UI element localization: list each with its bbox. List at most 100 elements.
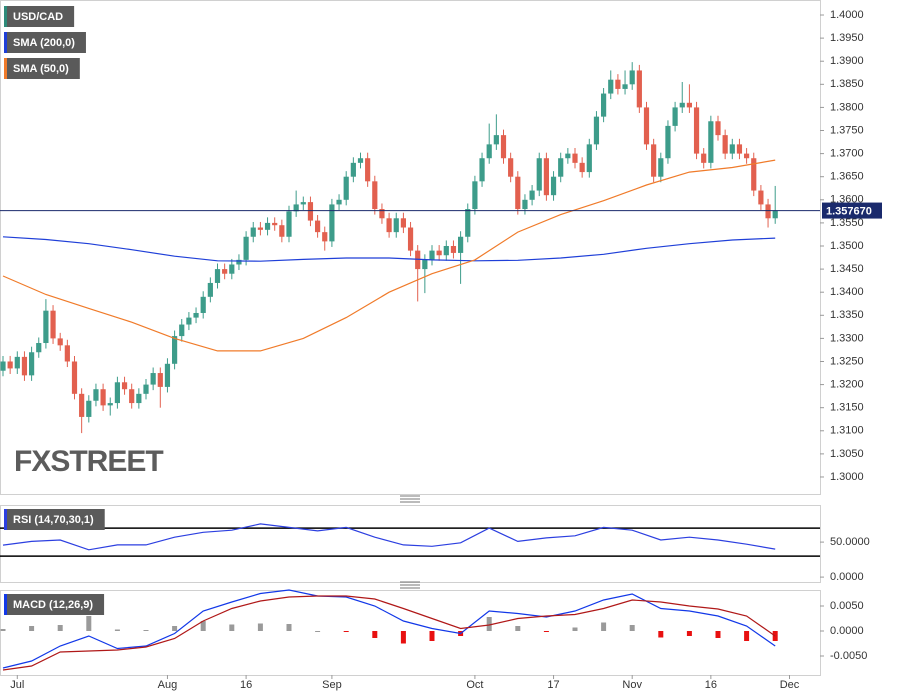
histogram-bar — [343, 631, 349, 632]
price-panel — [0, 0, 821, 495]
candle-body — [386, 218, 392, 233]
candle-body — [543, 158, 549, 196]
histogram-bar — [744, 631, 750, 641]
y-tick-label: 1.3100 — [830, 425, 864, 437]
histogram-bar — [601, 622, 607, 631]
candle-body — [701, 153, 707, 163]
panel-grip[interactable] — [400, 495, 420, 503]
legend-box — [4, 58, 80, 79]
sma-line — [2, 236, 776, 262]
candle-body — [36, 343, 42, 353]
y-tick-label: 1.3450 — [830, 263, 864, 275]
indicator-line — [2, 523, 776, 551]
candle-body — [586, 144, 592, 173]
histogram-bar — [715, 631, 721, 638]
y-tick-label: 1.3200 — [830, 378, 864, 390]
legend-swatch — [4, 32, 7, 53]
candle-body — [708, 121, 714, 163]
legend-label: MACD (12,26,9) — [13, 599, 93, 611]
x-tick-label: 17 — [547, 679, 559, 691]
candle-body — [150, 373, 156, 385]
candle-body — [193, 312, 199, 318]
candle-body — [458, 236, 464, 253]
candle-body — [608, 79, 614, 94]
candle-body — [722, 135, 728, 154]
candle-body — [107, 403, 113, 406]
candle-body — [579, 162, 585, 173]
y-tick-label: 0.0000 — [830, 625, 864, 637]
candle-body — [486, 144, 492, 159]
candle-body — [465, 209, 471, 237]
y-tick-label: 0.0050 — [830, 600, 864, 612]
x-tick-label: Sep — [322, 679, 342, 691]
candle-body — [114, 382, 120, 404]
candle-body — [400, 218, 406, 228]
y-tick-label: 1.3400 — [830, 286, 864, 298]
candle-body — [679, 102, 685, 108]
candle-body — [693, 107, 700, 154]
candle-body — [615, 79, 621, 89]
candle-body — [522, 199, 528, 210]
candle-body — [765, 204, 771, 219]
y-tick-label: 1.3850 — [830, 78, 864, 90]
candle-body — [229, 264, 235, 274]
candle-body — [729, 144, 735, 154]
last-price-box — [822, 202, 882, 219]
candle-body — [93, 389, 99, 401]
candle-body — [343, 176, 349, 200]
x-tick-label: Aug — [158, 679, 178, 691]
candle-body — [264, 222, 271, 230]
candle-body — [222, 269, 228, 274]
legend-label: USD/CAD — [13, 11, 63, 23]
candle-body — [450, 245, 457, 253]
y-tick-label: 1.3500 — [830, 240, 864, 252]
x-tick-label: Jul — [10, 679, 24, 691]
panel-grip[interactable] — [400, 581, 420, 589]
histogram-bar — [543, 631, 549, 632]
y-tick-label: 1.3550 — [830, 217, 864, 229]
candle-body — [357, 158, 364, 163]
candle-body — [0, 361, 6, 371]
candle-body — [207, 282, 213, 297]
candle-body — [43, 310, 49, 344]
candle-body — [143, 384, 149, 394]
x-tick-label: 16 — [705, 679, 717, 691]
macd-line — [2, 595, 776, 671]
candle-body — [164, 363, 171, 387]
candle-body — [643, 107, 650, 145]
histogram-bar — [57, 625, 63, 631]
histogram-bar — [572, 627, 578, 631]
candle-body — [529, 190, 535, 200]
histogram-bar — [114, 629, 120, 631]
candle-body — [129, 389, 135, 404]
candle-body — [658, 158, 664, 177]
candle-body — [393, 218, 399, 233]
legend-box — [4, 594, 105, 615]
histogram-bar — [0, 629, 6, 631]
candle-body — [751, 158, 757, 191]
candle-body — [86, 400, 92, 417]
candle-body — [443, 245, 449, 256]
x-tick-label: Oct — [466, 679, 483, 691]
legend-swatch — [4, 509, 7, 530]
candle-body — [665, 125, 671, 159]
histogram-bar — [429, 631, 435, 641]
legend-label: RSI (14,70,30,1) — [13, 514, 94, 526]
candle-body — [365, 158, 371, 182]
candle-body — [322, 232, 328, 242]
candle-body — [214, 269, 221, 283]
candle-body — [29, 352, 35, 376]
candle-body — [536, 158, 542, 191]
y-tick-label: 1.3800 — [830, 101, 864, 113]
y-tick-label: 1.3250 — [830, 355, 864, 367]
candle-body — [379, 209, 385, 219]
histogram-bar — [658, 631, 664, 638]
legend-label: SMA (200,0) — [13, 37, 75, 49]
candle-body — [422, 259, 428, 270]
y-tick-label: 0.0000 — [830, 571, 864, 583]
candle-body — [686, 102, 692, 108]
candle-body — [200, 296, 206, 313]
legend-item: USD/CAD — [4, 6, 75, 27]
legend-box — [4, 32, 86, 53]
